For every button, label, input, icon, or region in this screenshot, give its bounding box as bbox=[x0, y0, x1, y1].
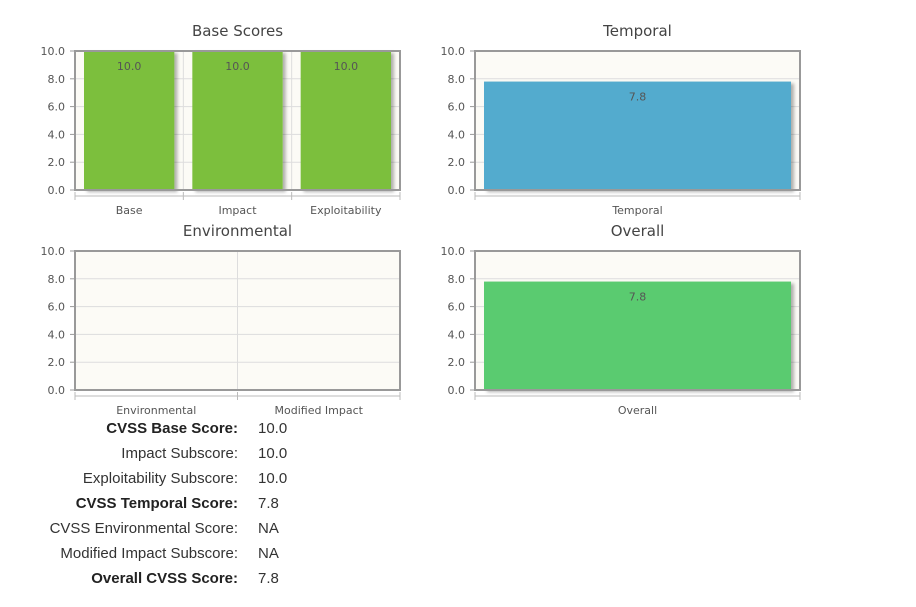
score-label: CVSS Environmental Score: bbox=[49, 520, 238, 537]
y-tick-label: 0.0 bbox=[48, 384, 66, 397]
score-label: Modified Impact Subscore: bbox=[60, 545, 238, 562]
score-value: 10.0 bbox=[258, 445, 288, 462]
score-label: CVSS Base Score: bbox=[106, 420, 238, 437]
chart-title: Base Scores bbox=[192, 22, 283, 40]
y-tick-label: 10.0 bbox=[41, 45, 66, 58]
x-tick-label: Overall bbox=[618, 404, 657, 417]
base-scores-chart: Base Scores 0.0 2.0 4.0 6.0 8.0 10.0 10.0 10.0 10… bbox=[41, 22, 401, 217]
score-row: Exploitability Subscore: 10.0 bbox=[0, 470, 500, 495]
plot-frame bbox=[74, 50, 401, 191]
score-row: Impact Subscore: 10.0 bbox=[0, 445, 500, 470]
bar-value-label: 7.8 bbox=[629, 291, 647, 304]
bar-value-label: 7.8 bbox=[629, 91, 647, 104]
score-value: 7.8 bbox=[258, 495, 279, 512]
bar bbox=[300, 51, 391, 190]
y-tick-label: 2.0 bbox=[448, 156, 466, 169]
y-tick-label: 2.0 bbox=[48, 156, 66, 169]
y-tick-label: 6.0 bbox=[448, 101, 466, 114]
plot-frame bbox=[74, 250, 401, 391]
y-tick-label: 10.0 bbox=[441, 45, 466, 58]
y-tick-label: 4.0 bbox=[48, 328, 66, 341]
y-tick-label: 6.0 bbox=[48, 301, 66, 314]
y-tick-label: 8.0 bbox=[48, 273, 66, 286]
bar bbox=[484, 81, 791, 190]
score-label: CVSS Temporal Score: bbox=[75, 495, 238, 512]
y-tick-label: 0.0 bbox=[448, 184, 466, 197]
y-tick-label: 2.0 bbox=[48, 356, 66, 369]
plot-frame bbox=[474, 250, 801, 391]
overall-chart: Overall 0.0 2.0 4.0 6.0 8.0 10.0 7.8 Overall bbox=[441, 222, 801, 417]
chart-title: Temporal bbox=[602, 22, 672, 40]
score-row: Overall CVSS Score: 7.8 bbox=[0, 570, 500, 595]
y-tick-label: 10.0 bbox=[41, 245, 66, 258]
score-row: Modified Impact Subscore: NA bbox=[0, 545, 500, 570]
temporal-chart: Temporal 0.0 2.0 4.0 6.0 8.0 10.0 7.8 Temporal bbox=[441, 22, 801, 217]
score-value: 10.0 bbox=[258, 470, 288, 487]
y-tick-label: 0.0 bbox=[48, 184, 66, 197]
score-value: NA bbox=[258, 545, 279, 562]
environmental-chart: Environmental 0.0 2.0 4.0 6.0 8.0 10.0 Environm… bbox=[41, 222, 401, 417]
y-tick-label: 6.0 bbox=[48, 101, 66, 114]
x-tick-label: Base bbox=[116, 204, 143, 217]
y-tick-label: 0.0 bbox=[448, 384, 466, 397]
score-row: CVSS Environmental Score: NA bbox=[0, 520, 500, 545]
y-tick-label: 8.0 bbox=[448, 273, 466, 286]
bar bbox=[84, 51, 175, 190]
chart-title: Environmental bbox=[183, 222, 292, 240]
y-tick-label: 2.0 bbox=[448, 356, 466, 369]
score-row: CVSS Base Score: 10.0 bbox=[0, 420, 500, 445]
y-tick-label: 6.0 bbox=[448, 301, 466, 314]
score-label: Impact Subscore: bbox=[121, 445, 238, 462]
y-tick-label: 4.0 bbox=[448, 328, 466, 341]
bar-value-label: 10.0 bbox=[117, 60, 142, 73]
x-tick-label: Temporal bbox=[611, 204, 662, 217]
score-value: NA bbox=[258, 520, 279, 537]
x-tick-label: Environmental bbox=[116, 404, 196, 417]
score-label: Exploitability Subscore: bbox=[82, 470, 238, 487]
x-tick-label: Impact bbox=[218, 204, 257, 217]
bar-value-label: 10.0 bbox=[334, 60, 359, 73]
y-tick-label: 4.0 bbox=[448, 128, 466, 141]
bar bbox=[192, 51, 283, 190]
y-tick-label: 4.0 bbox=[48, 128, 66, 141]
score-row: CVSS Temporal Score: 7.8 bbox=[0, 495, 500, 520]
score-value: 10.0 bbox=[258, 420, 288, 437]
y-tick-label: 10.0 bbox=[441, 245, 466, 258]
y-tick-label: 8.0 bbox=[48, 73, 66, 86]
score-value: 7.8 bbox=[258, 570, 279, 587]
y-tick-label: 8.0 bbox=[448, 73, 466, 86]
x-tick-label: Exploitability bbox=[310, 204, 382, 217]
bar bbox=[484, 281, 791, 390]
x-tick-label: Modified Impact bbox=[275, 404, 364, 417]
plot-frame bbox=[474, 50, 801, 191]
chart-title: Overall bbox=[611, 222, 665, 240]
score-label: Overall CVSS Score: bbox=[91, 570, 238, 587]
bar-value-label: 10.0 bbox=[225, 60, 250, 73]
